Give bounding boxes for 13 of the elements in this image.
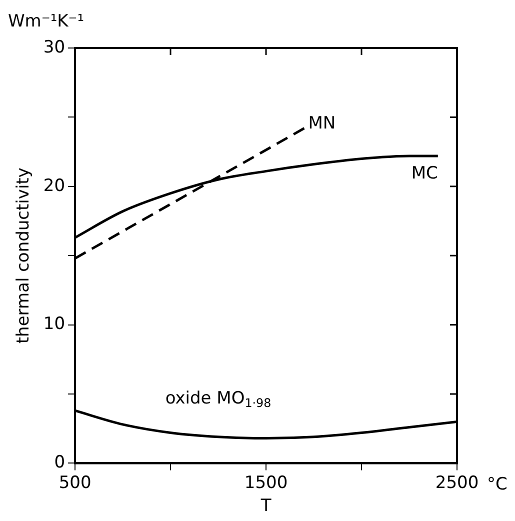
text: °C (487, 474, 508, 495)
series-label: MN (308, 114, 336, 134)
y-tick-label: 0 (54, 452, 66, 473)
x-tick-label: 500 (58, 472, 92, 493)
series-label: MC (411, 163, 438, 184)
x-tick-label: 1500 (244, 472, 288, 493)
y-axis-title: thermal conductivity (14, 168, 34, 344)
y-tick-label: 10 (43, 314, 66, 334)
y-tick-label: 20 (43, 176, 66, 196)
y-tick-label: 30 (43, 37, 66, 58)
text: Wm⁻¹K⁻¹ (8, 11, 84, 32)
x-axis-title: T (260, 496, 272, 516)
x-tick-label: 2500 (435, 472, 479, 493)
